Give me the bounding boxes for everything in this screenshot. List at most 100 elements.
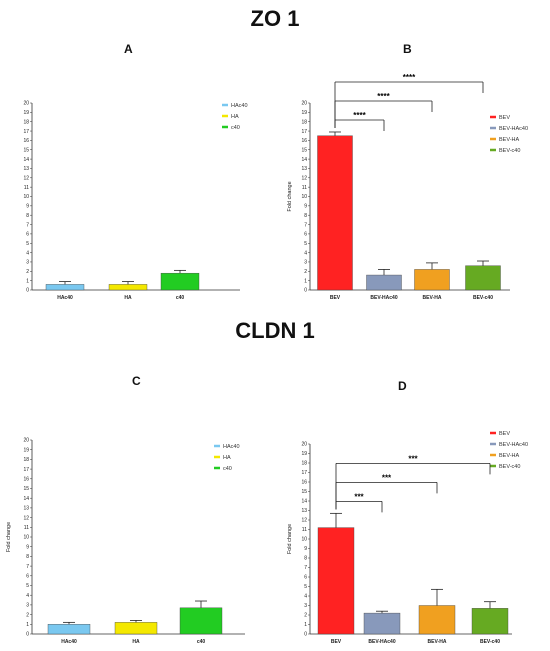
y-tick-label: 4 <box>26 593 29 599</box>
x-tick-label: BEV-HA <box>428 639 447 645</box>
y-tick-label: 0 <box>304 632 307 638</box>
y-tick-label: 18 <box>301 119 307 125</box>
y-tick-label: 2 <box>304 269 307 275</box>
y-tick-label: 0 <box>26 288 29 294</box>
y-tick-label: 10 <box>23 535 29 541</box>
y-tick-label: 10 <box>301 194 307 200</box>
y-tick-label: 14 <box>301 499 307 505</box>
y-tick-label: 18 <box>23 119 29 125</box>
bar-ha <box>108 284 148 291</box>
sig-label: *** <box>408 454 418 463</box>
legend-entry: BEV <box>499 115 510 121</box>
legend-entry: HAc40 <box>231 103 248 109</box>
x-tick-label: HA <box>132 639 140 645</box>
y-tick-label: 3 <box>26 260 29 266</box>
x-tick-label: c40 <box>176 295 185 301</box>
sig-label: *** <box>354 492 364 501</box>
bar-ha <box>114 622 158 635</box>
y-tick-label: 8 <box>26 213 29 219</box>
y-tick-label: 7 <box>26 564 29 570</box>
y-tick-label: 3 <box>304 260 307 266</box>
y-tick-label: 9 <box>26 544 29 550</box>
legend-entry: HA <box>231 114 239 120</box>
y-tick-label: 20 <box>23 101 29 107</box>
y-tick-label: 7 <box>304 222 307 228</box>
bar-bev-c40 <box>465 265 501 291</box>
legend-entry: HA <box>223 455 231 461</box>
y-axis-label: Fold change <box>287 524 293 554</box>
legend-entry: BEV-HAc40 <box>499 126 528 132</box>
y-tick-label: 4 <box>304 250 307 256</box>
y-tick-label: 12 <box>23 176 29 182</box>
y-tick-label: 1 <box>304 622 307 628</box>
y-tick-label: 5 <box>26 241 29 247</box>
legend-entry: HAc40 <box>223 444 240 450</box>
x-tick-label: BEV-c40 <box>473 295 493 301</box>
legend-entry: BEV-c40 <box>499 464 520 470</box>
y-tick-label: 2 <box>26 612 29 618</box>
y-tick-label: 18 <box>23 457 29 463</box>
y-tick-label: 11 <box>24 525 29 531</box>
y-tick-label: 11 <box>302 185 307 191</box>
y-tick-label: 12 <box>301 176 307 182</box>
y-tick-label: 6 <box>26 574 29 580</box>
y-tick-label: 16 <box>23 477 29 483</box>
y-tick-label: 15 <box>23 486 29 492</box>
legend-entry: c40 <box>231 125 240 131</box>
y-tick-label: 13 <box>301 166 307 172</box>
sig-label: *** <box>382 473 392 482</box>
y-tick-label: 15 <box>301 489 307 495</box>
y-tick-label: 15 <box>23 147 29 153</box>
bar-bev-hac40 <box>366 274 402 291</box>
sig-label: **** <box>377 92 390 101</box>
panel-letter-c: C <box>132 374 141 388</box>
y-tick-label: 6 <box>304 575 307 581</box>
y-tick-label: 11 <box>24 185 29 191</box>
y-tick-label: 0 <box>26 632 29 638</box>
y-tick-label: 12 <box>301 518 307 524</box>
bar-bev-hac40 <box>363 612 401 635</box>
x-tick-label: c40 <box>197 639 206 645</box>
x-tick-label: HAc40 <box>57 295 73 301</box>
y-tick-label: 20 <box>301 442 307 448</box>
y-axis-label: Fold change <box>6 522 12 552</box>
y-tick-label: 10 <box>23 194 29 200</box>
y-tick-label: 13 <box>301 508 307 514</box>
y-tick-label: 2 <box>304 613 307 619</box>
y-tick-label: 9 <box>304 204 307 210</box>
x-tick-label: BEV-HAc40 <box>370 295 397 301</box>
y-tick-label: 6 <box>26 232 29 238</box>
bar-bev <box>317 135 353 291</box>
y-tick-label: 19 <box>23 110 29 116</box>
y-tick-label: 1 <box>26 622 29 628</box>
panel-letter-b: B <box>403 42 412 56</box>
bar-bev-ha <box>418 605 456 635</box>
y-tick-label: 13 <box>23 506 29 512</box>
y-tick-label: 3 <box>304 603 307 609</box>
y-tick-label: 8 <box>304 556 307 562</box>
legend-entry: BEV-HAc40 <box>499 442 528 448</box>
y-tick-label: 17 <box>301 129 307 135</box>
y-tick-label: 4 <box>26 250 29 256</box>
x-tick-label: BEV-c40 <box>480 639 500 645</box>
x-tick-label: HAc40 <box>61 639 77 645</box>
panel-letter-d: D <box>398 379 407 393</box>
heading-zo1: ZO 1 <box>250 6 300 31</box>
y-tick-label: 17 <box>301 470 307 476</box>
sig-label: **** <box>403 73 416 82</box>
y-tick-label: 8 <box>26 554 29 560</box>
y-tick-label: 15 <box>301 147 307 153</box>
y-tick-label: 2 <box>26 269 29 275</box>
y-tick-label: 0 <box>304 288 307 294</box>
y-tick-label: 14 <box>23 496 29 502</box>
bar-bev-c40 <box>471 608 509 635</box>
bar-c40 <box>160 272 200 291</box>
y-tick-label: 11 <box>302 527 307 533</box>
y-tick-label: 19 <box>301 451 307 457</box>
y-tick-label: 20 <box>23 438 29 444</box>
